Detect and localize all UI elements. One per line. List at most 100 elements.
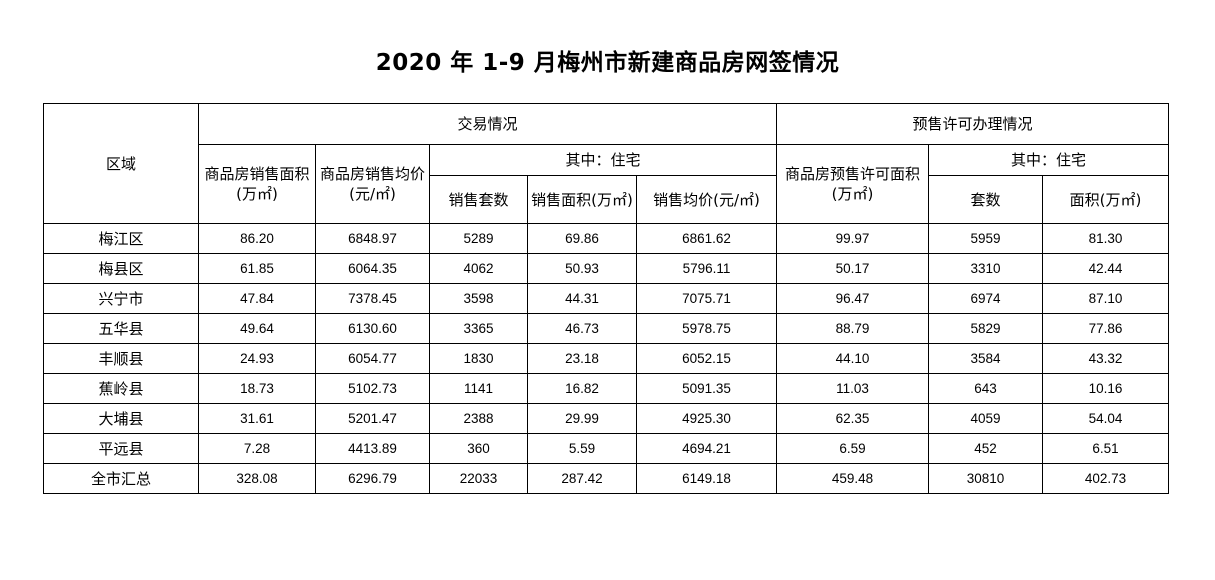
cell-res-units: 360 [429, 433, 528, 464]
header-res-avg-price: 销售均价(元/㎡) [636, 175, 777, 224]
cell-res-avg-price: 7075.71 [636, 283, 777, 314]
cell-presale-res-area: 43.32 [1041, 343, 1170, 374]
cell-presale-units: 30810 [928, 463, 1043, 494]
cell-presale-units: 452 [928, 433, 1043, 464]
header-presale-res-area: 面积(万㎡) [1041, 175, 1170, 224]
table-row: 全市汇总 328.08 6296.79 22033 287.42 6149.18 459.4… [43, 463, 1170, 494]
table-row: 蕉岭县 18.73 5102.73 1141 16.82 5091.35 11.03 643 1… [43, 373, 1170, 404]
cell-region: 丰顺县 [43, 343, 199, 374]
header-sales-avg-price: 商品房销售均价(元/㎡) [315, 144, 430, 224]
cell-res-units: 4062 [429, 253, 528, 284]
cell-presale-units: 3310 [928, 253, 1043, 284]
cell-presale-res-area: 402.73 [1041, 463, 1170, 494]
cell-presale-res-area: 6.51 [1041, 433, 1170, 464]
cell-presale-res-area: 77.86 [1041, 313, 1170, 344]
cell-presale-area: 62.35 [776, 403, 929, 434]
cell-res-area: 69.86 [527, 223, 637, 254]
page-title: 2020 年 1-9 月梅州市新建商品房网签情况 [375, 50, 840, 76]
cell-res-area: 23.18 [527, 343, 637, 374]
cell-res-area: 5.59 [527, 433, 637, 464]
cell-res-units: 3365 [429, 313, 528, 344]
cell-presale-res-area: 81.30 [1041, 223, 1170, 254]
cell-sales-area: 49.64 [198, 313, 316, 344]
cell-presale-units: 5829 [928, 313, 1043, 344]
cell-res-units: 1141 [429, 373, 528, 404]
cell-sales-area: 24.93 [198, 343, 316, 374]
header-sales-area: 商品房销售面积(万㎡) [198, 144, 316, 224]
cell-res-area: 16.82 [527, 373, 637, 404]
cell-res-avg-price: 6149.18 [636, 463, 777, 494]
table-row: 平远县 7.28 4413.89 360 5.59 4694.21 6.59 452 6.51 [43, 433, 1170, 464]
cell-res-avg-price: 5091.35 [636, 373, 777, 404]
table-body: 梅江区 86.20 6848.97 5289 69.86 6861.62 99.97 5959… [43, 223, 1170, 494]
cell-region: 全市汇总 [43, 463, 199, 494]
cell-sales-area: 7.28 [198, 433, 316, 464]
table-row: 丰顺县 24.93 6054.77 1830 23.18 6052.15 44.10 3584… [43, 343, 1170, 374]
cell-res-avg-price: 6861.62 [636, 223, 777, 254]
cell-res-units: 2388 [429, 403, 528, 434]
cell-sales-avg-price: 6130.60 [315, 313, 430, 344]
cell-presale-area: 6.59 [776, 433, 929, 464]
table-row: 梅县区 61.85 6064.35 4062 50.93 5796.11 50.17 3310… [43, 253, 1170, 284]
cell-sales-area: 328.08 [198, 463, 316, 494]
cell-sales-avg-price: 5201.47 [315, 403, 430, 434]
cell-presale-area: 44.10 [776, 343, 929, 374]
cell-presale-units: 5959 [928, 223, 1043, 254]
cell-res-avg-price: 4694.21 [636, 433, 777, 464]
cell-res-avg-price: 6052.15 [636, 343, 777, 374]
table-row: 兴宁市 47.84 7378.45 3598 44.31 7075.71 96.47 6974… [43, 283, 1170, 314]
cell-sales-area: 18.73 [198, 373, 316, 404]
cell-sales-avg-price: 6054.77 [315, 343, 430, 374]
cell-sales-area: 61.85 [198, 253, 316, 284]
cell-presale-units: 6974 [928, 283, 1043, 314]
header-residential-group: 其中：住宅 [429, 144, 777, 176]
cell-res-units: 22033 [429, 463, 528, 494]
cell-res-units: 1830 [429, 343, 528, 374]
header-res-units: 销售套数 [429, 175, 528, 224]
header-transaction-group: 交易情况 [198, 103, 777, 145]
cell-presale-area: 99.97 [776, 223, 929, 254]
cell-presale-units: 4059 [928, 403, 1043, 434]
header-presale-residential-group: 其中：住宅 [927, 144, 1170, 176]
cell-sales-avg-price: 6064.35 [315, 253, 430, 284]
table-row: 梅江区 86.20 6848.97 5289 69.86 6861.62 99.97 5959… [43, 223, 1170, 254]
table-row: 大埔县 31.61 5201.47 2388 29.99 4925.30 62.35 4059… [43, 403, 1170, 434]
cell-presale-area: 50.17 [776, 253, 929, 284]
cell-sales-area: 31.61 [198, 403, 316, 434]
cell-region: 梅县区 [43, 253, 199, 284]
table-row: 五华县 49.64 6130.60 3365 46.73 5978.75 88.79 5829… [43, 313, 1170, 344]
cell-region: 梅江区 [43, 223, 199, 254]
cell-sales-avg-price: 6848.97 [315, 223, 430, 254]
header-res-area: 销售面积(万㎡) [527, 175, 637, 224]
cell-presale-res-area: 10.16 [1041, 373, 1170, 404]
cell-res-area: 50.93 [527, 253, 637, 284]
cell-res-area: 287.42 [527, 463, 637, 494]
cell-presale-area: 88.79 [776, 313, 929, 344]
cell-region: 五华县 [43, 313, 199, 344]
cell-region: 蕉岭县 [43, 373, 199, 404]
sales-table: 区域 交易情况 预售许可办理情况 商品房销售面积(万㎡) 商品房销售均价(元/㎡… [43, 103, 1170, 494]
cell-res-area: 46.73 [527, 313, 637, 344]
cell-res-avg-price: 4925.30 [636, 403, 777, 434]
cell-region: 兴宁市 [43, 283, 199, 314]
cell-res-area: 29.99 [527, 403, 637, 434]
cell-sales-avg-price: 4413.89 [315, 433, 430, 464]
header-presale-area: 商品房预售许可面积(万㎡) [776, 144, 929, 224]
cell-res-avg-price: 5796.11 [636, 253, 777, 284]
cell-region: 大埔县 [43, 403, 199, 434]
header-region: 区域 [43, 103, 199, 224]
header-presale-units: 套数 [928, 175, 1043, 224]
cell-sales-area: 47.84 [198, 283, 316, 314]
cell-presale-res-area: 42.44 [1041, 253, 1170, 284]
cell-presale-units: 3584 [928, 343, 1043, 374]
header-presale-group: 预售许可办理情况 [775, 103, 1170, 145]
cell-sales-avg-price: 5102.73 [315, 373, 430, 404]
cell-presale-res-area: 54.04 [1041, 403, 1170, 434]
cell-presale-area: 459.48 [776, 463, 929, 494]
cell-presale-units: 643 [928, 373, 1043, 404]
cell-presale-area: 11.03 [776, 373, 929, 404]
cell-sales-avg-price: 7378.45 [315, 283, 430, 314]
cell-res-units: 5289 [429, 223, 528, 254]
cell-sales-avg-price: 6296.79 [315, 463, 430, 494]
cell-res-area: 44.31 [527, 283, 637, 314]
